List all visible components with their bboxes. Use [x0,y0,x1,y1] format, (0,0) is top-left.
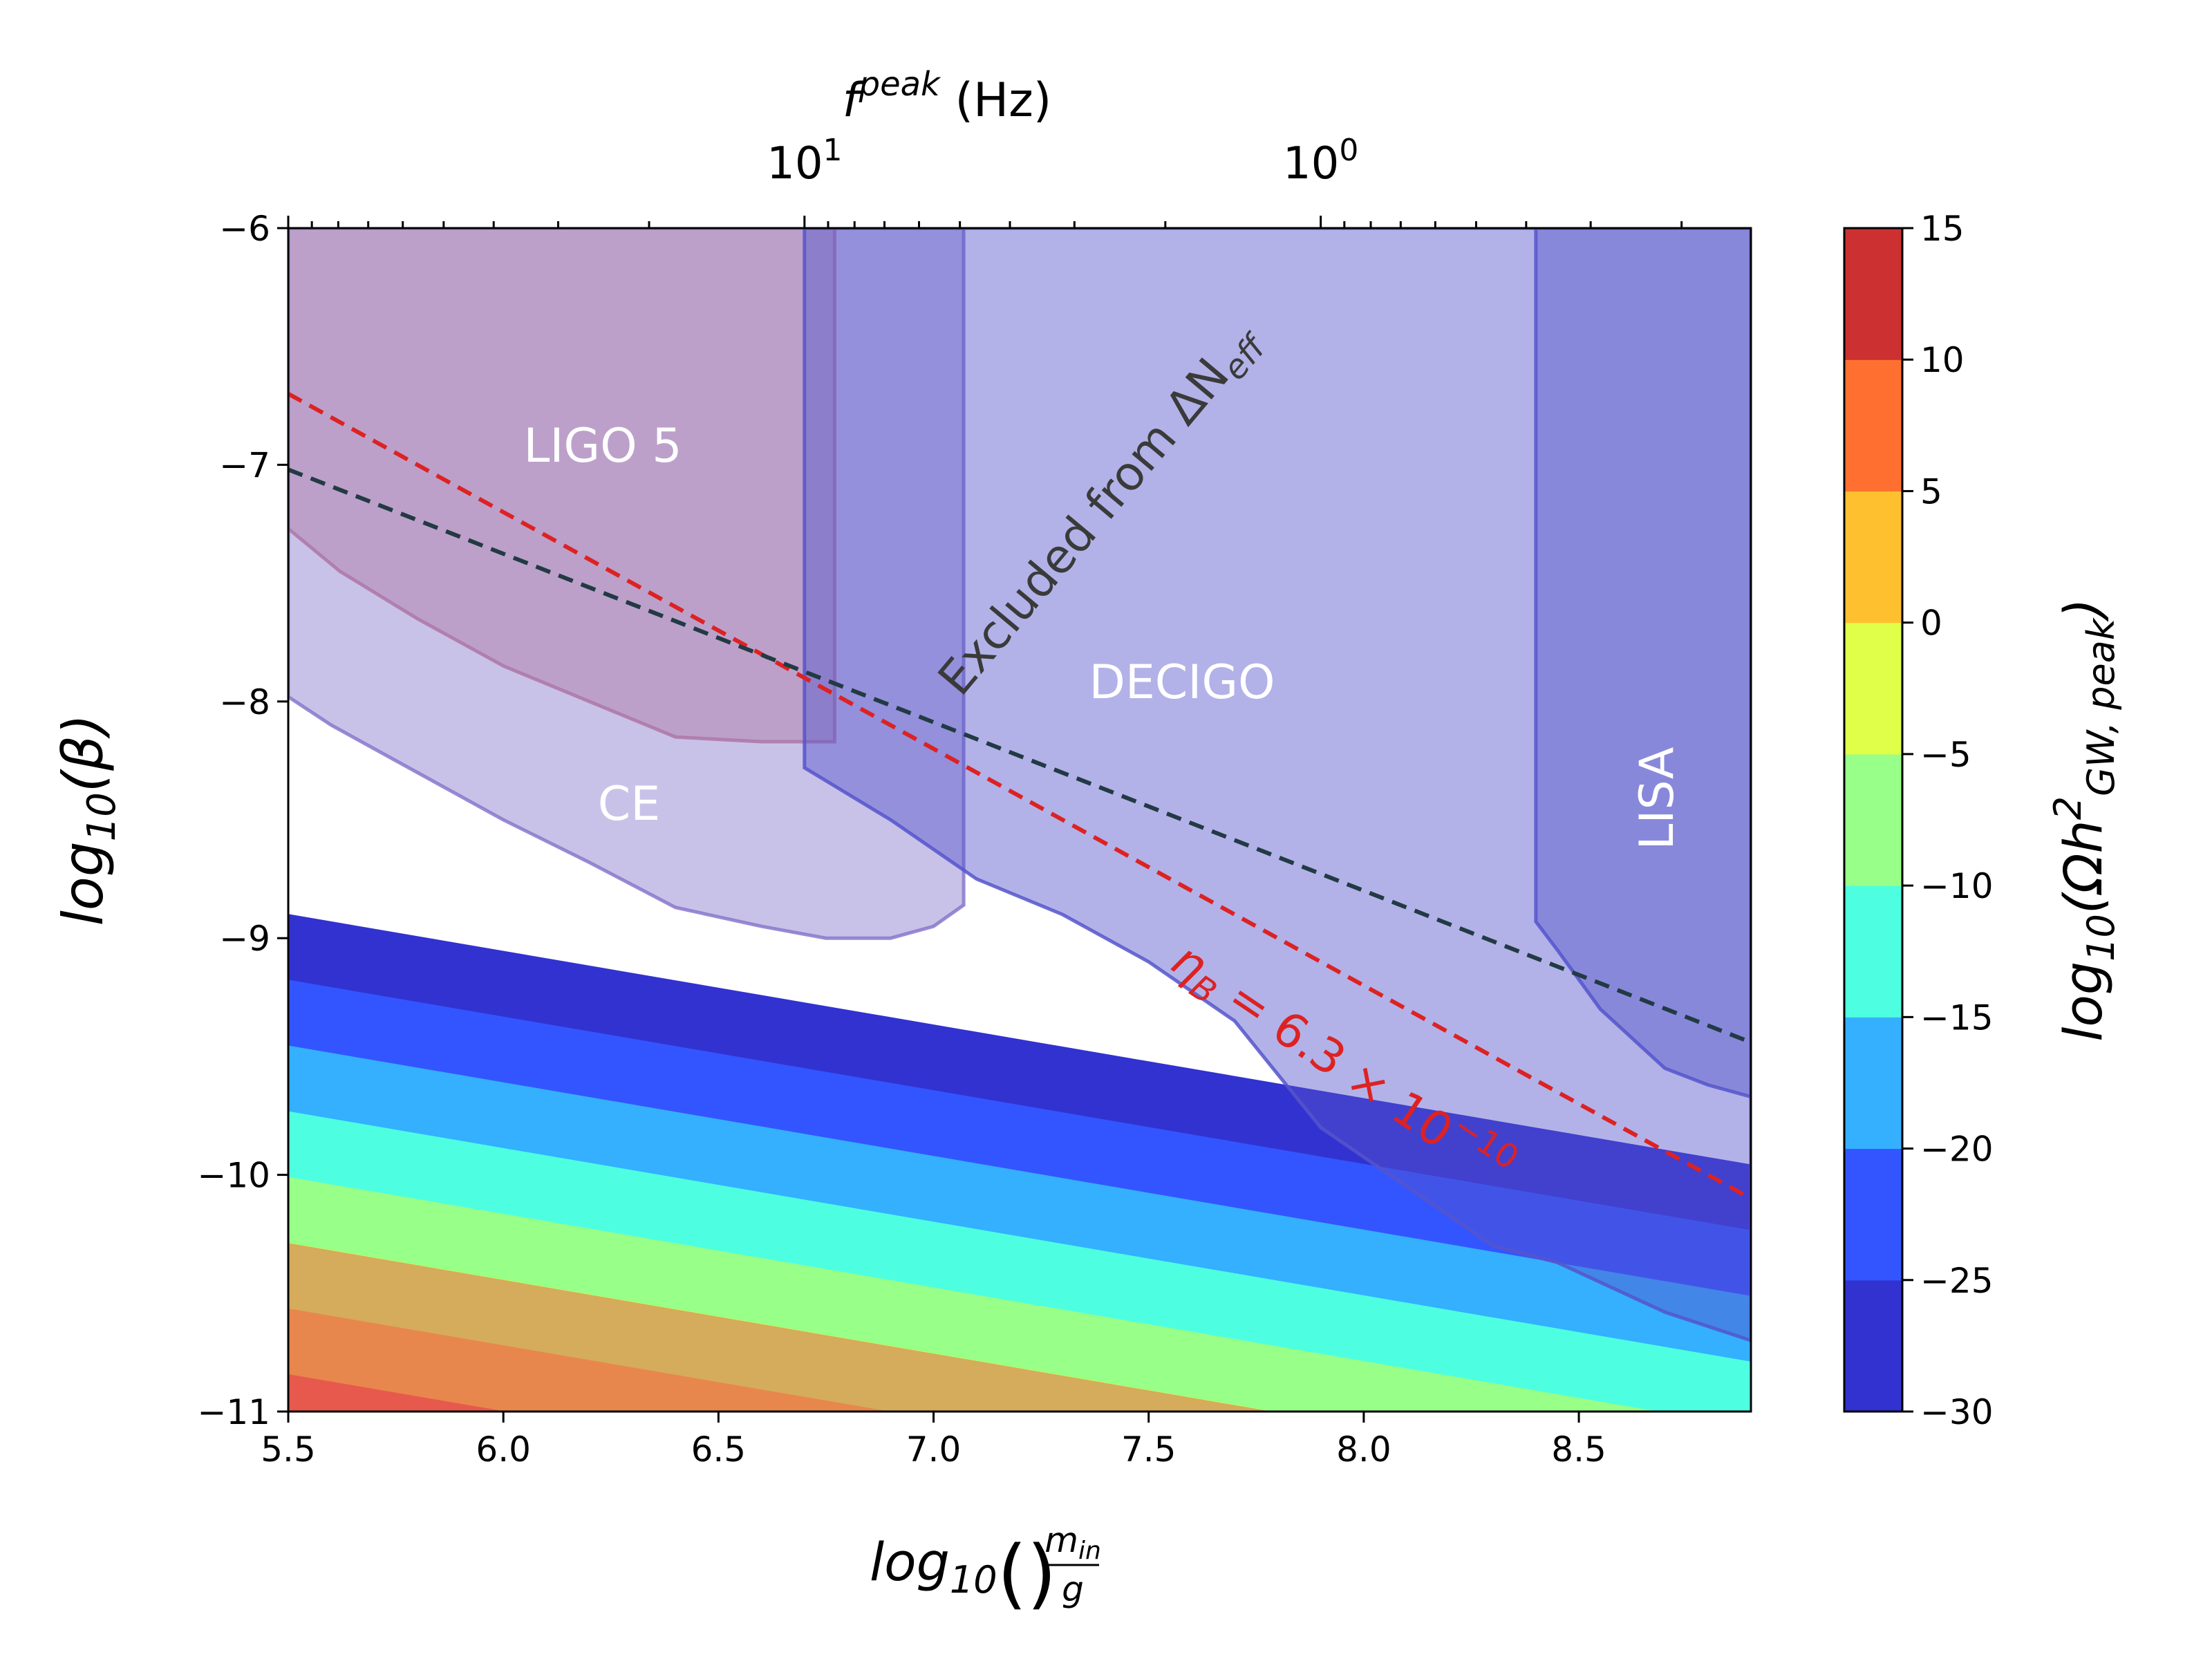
colorbar-tick-label: −10 [1920,866,1994,906]
y-tick-label: −8 [219,682,270,722]
plot-frame [287,227,1752,1413]
colorbar-tick-label: −15 [1920,997,1994,1038]
constraint-lines [288,392,1751,1201]
colorbar-swatch [1844,359,1902,491]
contour-band-5-to-10 [288,1374,505,1412]
x-tick-label: 8.5 [1551,1430,1606,1470]
excluded-region [288,1243,1273,1412]
colorbar-swatch [1844,1280,1902,1412]
sensitivity-regions [288,228,1751,1342]
colorbar-swatch [1844,491,1902,624]
excluded-region-shade [288,1243,1273,1412]
top-axis: 101 100 [287,133,1683,228]
colorbar-tick-label: 0 [1920,603,1942,644]
colorbar-label: log10(Ωh2GW, peak) [2046,598,2123,1042]
x-tick-label: 5.5 [261,1430,316,1470]
line-eta_B [288,392,1751,1201]
region-lisa [1534,228,1751,1099]
top-tick-label: 101 [767,133,842,189]
x-axis-fraction: min g [1044,1520,1101,1609]
region-ce [288,228,966,940]
y-tick-label: −6 [219,209,270,249]
colorbar-swatch [1844,228,1902,360]
top-tick-label: 100 [1283,133,1358,189]
x-tick-label: 6.5 [691,1430,747,1470]
x-axis: 5.5 6.0 6.5 7.0 7.5 8.0 8.5 [261,1412,1606,1470]
x-tick-label: 8.0 [1336,1430,1391,1470]
y-tick-label: −10 [197,1156,270,1196]
top-axis-label: fpeak (Hz) [843,65,1052,128]
y-axis-label: log10(β) [51,714,124,926]
y-axis: −6 −7 −8 −9 −10 −11 [197,209,288,1432]
ligo-label: LIGO 5 [523,419,682,474]
y-tick-label: −9 [219,919,270,959]
decigo-label: DECIGO [1089,655,1275,710]
contour-bands [288,914,1751,1412]
plot-area [288,228,1751,1412]
y-tick-label: −11 [197,1392,270,1432]
x-tick-label: 7.0 [906,1430,962,1470]
colorbar-swatch [1844,1017,1902,1150]
colorbar-frame [1843,227,1904,1413]
colorbar-swatch [1844,622,1902,755]
ce-label: CE [598,777,660,832]
y-tick-label: −7 [219,445,270,485]
svg-text:g: g [1062,1569,1084,1609]
svg-text:min: min [1044,1520,1101,1565]
x-tick-label: 7.5 [1121,1430,1177,1470]
x-tick-label: 6.0 [476,1430,531,1470]
colorbar: 15 10 5 0 −5 −10 −15 −20 −25 −30 [1843,209,1994,1432]
colorbar-tick-label: 5 [1920,471,1942,512]
region-ligo-5 [288,228,836,744]
lisa-label: LISA [1630,747,1685,850]
colorbar-swatch [1844,753,1902,886]
colorbar-swatch [1844,1148,1902,1281]
colorbar-swatch [1844,885,1902,1018]
colorbar-tick-label: 10 [1920,340,1965,380]
colorbar-tick-label: 15 [1920,209,1965,249]
x-axis-label: log10() [870,1529,1056,1618]
colorbar-tick-label: −5 [1920,735,1971,775]
region-decigo [803,228,1751,1342]
colorbar-tick-label: −25 [1920,1261,1994,1301]
colorbar-tick-label: −20 [1920,1130,1994,1170]
line-boundary [288,467,1751,1044]
colorbar-tick-label: −30 [1920,1392,1994,1432]
